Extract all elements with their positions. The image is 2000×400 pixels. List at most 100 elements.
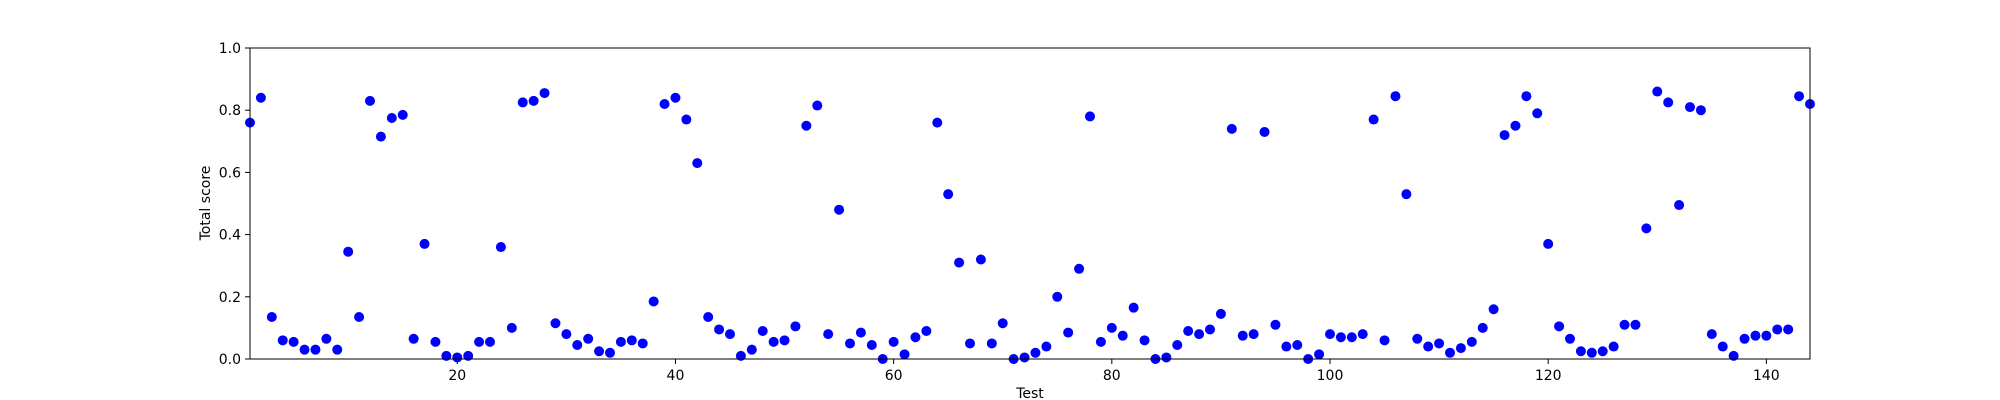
- data-point: [266, 312, 277, 323]
- data-point: [866, 340, 877, 351]
- x-tick-label: 40: [667, 368, 685, 384]
- data-point: [1030, 347, 1041, 358]
- data-point: [670, 92, 681, 103]
- data-point: [1772, 324, 1783, 335]
- data-point: [1095, 336, 1106, 347]
- data-point: [1412, 333, 1423, 344]
- data-point: [1161, 352, 1172, 363]
- data-point: [1215, 308, 1226, 319]
- x-tick-label: 20: [448, 368, 466, 384]
- data-point: [1205, 324, 1215, 335]
- data-point: [714, 324, 725, 335]
- data-point: [1085, 111, 1095, 122]
- data-point: [430, 336, 441, 347]
- data-point: [288, 336, 299, 347]
- data-point: [1314, 349, 1325, 360]
- data-point: [746, 344, 757, 355]
- data-point: [1259, 126, 1270, 137]
- y-tick-label: 0.6: [219, 165, 241, 181]
- data-point: [725, 329, 735, 340]
- x-tick-label: 100: [1317, 368, 1344, 384]
- data-point: [1019, 352, 1030, 363]
- data-point: [692, 158, 703, 169]
- data-point: [299, 344, 310, 355]
- y-tick-label: 0.2: [219, 290, 241, 306]
- data-point: [550, 318, 561, 329]
- data-point: [1554, 321, 1565, 332]
- data-point: [648, 296, 659, 307]
- data-point: [517, 97, 528, 108]
- data-point: [397, 109, 408, 120]
- data-point: [365, 95, 375, 106]
- data-point: [637, 338, 648, 349]
- data-point: [1717, 341, 1728, 352]
- y-axis-label: Total score: [198, 166, 214, 242]
- data-point: [1794, 91, 1805, 102]
- data-point: [735, 350, 746, 361]
- data-point: [975, 254, 986, 265]
- data-point: [801, 120, 812, 131]
- data-point: [375, 131, 386, 142]
- data-point: [845, 338, 855, 349]
- data-point: [474, 336, 485, 347]
- data-point: [1739, 333, 1750, 344]
- data-point: [1434, 338, 1445, 349]
- x-tick-label: 80: [1103, 368, 1121, 384]
- data-point: [1499, 130, 1510, 141]
- data-point: [1783, 324, 1794, 335]
- data-point: [1357, 329, 1368, 340]
- data-point: [1117, 330, 1128, 341]
- data-point: [899, 349, 910, 360]
- data-point: [1052, 291, 1063, 302]
- data-point: [1226, 123, 1237, 134]
- data-point: [1586, 347, 1597, 358]
- y-tick-label: 0.8: [219, 103, 241, 119]
- data-point: [1270, 319, 1281, 330]
- data-point: [1335, 332, 1346, 343]
- data-point: [779, 335, 790, 346]
- data-point: [1630, 319, 1641, 330]
- data-point: [1565, 333, 1575, 344]
- data-point: [615, 336, 626, 347]
- data-point: [1466, 336, 1477, 347]
- data-point: [1390, 91, 1401, 102]
- data-point: [659, 98, 670, 109]
- y-tick-label: 1.0: [219, 41, 241, 57]
- data-point: [1674, 200, 1685, 211]
- data-point: [1281, 341, 1292, 352]
- data-point: [703, 312, 714, 323]
- data-point: [812, 100, 823, 111]
- data-point: [1510, 120, 1521, 131]
- data-point: [321, 333, 332, 344]
- data-point: [757, 326, 768, 337]
- data-point: [1237, 330, 1248, 341]
- data-point: [768, 336, 779, 347]
- data-point: [419, 238, 430, 249]
- data-point: [823, 329, 834, 340]
- data-point: [888, 336, 899, 347]
- data-point: [1063, 327, 1074, 338]
- data-point: [255, 92, 266, 103]
- x-tick-label: 120: [1535, 368, 1562, 384]
- data-point: [932, 117, 943, 128]
- ticks-layer: 20 40 60 80 100 120 140 0.0 0.2 0.4 0.6 0.8 1.0: [219, 41, 1780, 384]
- data-point: [1619, 319, 1630, 330]
- data-point: [1652, 86, 1663, 97]
- data-point: [605, 347, 615, 358]
- data-point: [681, 114, 692, 125]
- y-tick-label: 0.4: [219, 228, 241, 244]
- data-point: [1401, 189, 1412, 200]
- data-point: [1532, 108, 1543, 119]
- data-point: [1423, 341, 1434, 352]
- data-point: [539, 88, 550, 99]
- data-point: [594, 346, 605, 357]
- data-point: [452, 352, 463, 363]
- data-point: [943, 189, 954, 200]
- data-point: [528, 95, 539, 106]
- x-tick-label: 140: [1753, 368, 1780, 384]
- x-axis-label: Test: [1015, 386, 1044, 400]
- data-point: [506, 322, 517, 333]
- data-point: [1172, 340, 1183, 351]
- data-point: [1368, 114, 1379, 125]
- data-point: [1128, 302, 1139, 313]
